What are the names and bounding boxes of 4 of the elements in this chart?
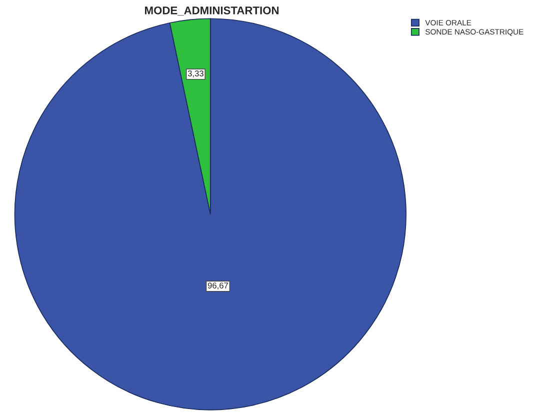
- data-label: 3,33: [188, 70, 204, 78]
- pie-slice: [14, 18, 406, 410]
- data-label: 96,67: [208, 282, 228, 290]
- chart-title: MODE_ADMINISTARTION: [145, 6, 279, 16]
